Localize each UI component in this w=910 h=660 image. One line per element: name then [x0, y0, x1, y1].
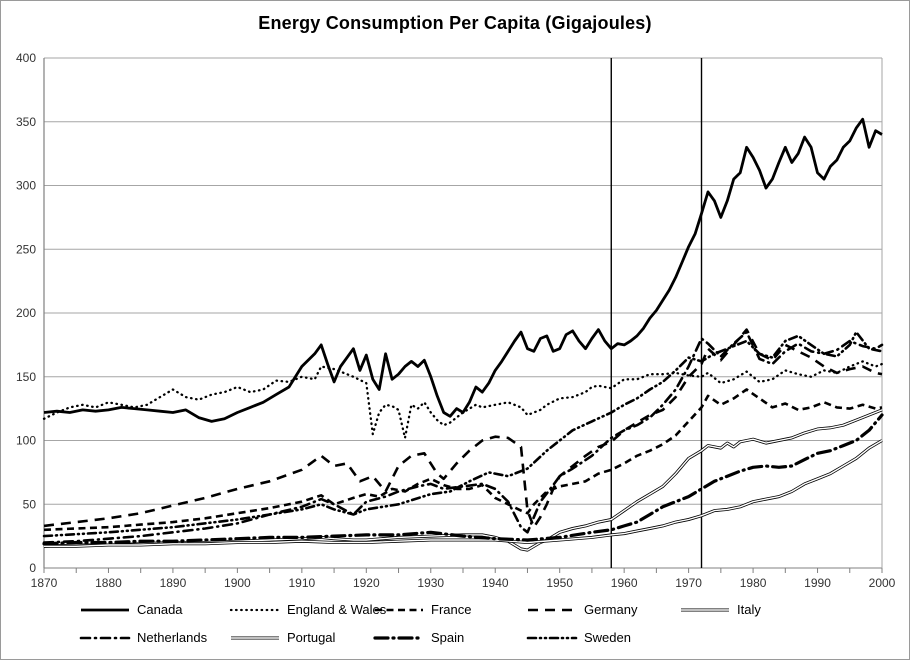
legend-label: Italy — [737, 602, 761, 617]
legend-swatch — [526, 636, 578, 639]
legend-label: Canada — [137, 602, 183, 617]
legend-item-sweden: Sweden — [526, 630, 631, 645]
series-line-italy — [43, 408, 883, 552]
y-axis-tick-label: 50 — [23, 497, 37, 511]
legend-item-italy: Italy — [679, 602, 761, 617]
series-line-canada — [43, 117, 883, 423]
series-line-england-wales — [42, 360, 884, 440]
legend-label: France — [431, 602, 472, 617]
legend-swatch — [375, 608, 423, 611]
y-axis-tick-label: 350 — [16, 115, 36, 129]
series-line-france — [43, 388, 883, 532]
x-axis-tick-label: 1930 — [417, 576, 444, 590]
x-axis-tick-label: 1890 — [160, 576, 187, 590]
y-axis-tick-label: 400 — [16, 51, 36, 65]
series-line-germany — [43, 328, 883, 529]
legend-item-france: France — [373, 602, 471, 617]
series-line-spain — [42, 413, 884, 546]
x-axis-tick-label: 1970 — [675, 576, 702, 590]
legend-swatch — [373, 635, 425, 640]
y-axis-tick-label: 0 — [29, 561, 36, 575]
legend-label: England & Wales — [287, 602, 387, 617]
chart-title: Energy Consumption Per Capita (Gigajoule… — [258, 13, 652, 33]
legend-label: Netherlands — [137, 630, 208, 645]
x-axis-tick-label: 1880 — [95, 576, 122, 590]
legend-swatch — [79, 636, 131, 639]
legend-label: Portugal — [287, 630, 336, 645]
x-axis-tick-label: 1940 — [482, 576, 509, 590]
legend-item-spain: Spain — [373, 630, 464, 645]
x-axis-tick-label: 1980 — [740, 576, 767, 590]
y-axis-tick-label: 150 — [16, 370, 36, 384]
legend-item-germany: Germany — [526, 602, 637, 617]
legend-label: Germany — [584, 602, 638, 617]
y-axis-tick-label: 100 — [16, 434, 36, 448]
legend-swatch — [681, 608, 729, 611]
x-axis-tick-label: 1900 — [224, 576, 251, 590]
y-axis-tick-label: 200 — [16, 306, 36, 320]
x-axis-tick-label: 1870 — [31, 576, 58, 590]
x-axis-tick-label: 1910 — [288, 576, 315, 590]
legend-swatch — [528, 608, 576, 611]
legend-label: Spain — [431, 630, 465, 645]
series-line-portugal-inner — [44, 439, 883, 547]
series-line-italy-inner — [43, 409, 883, 551]
x-axis-tick-label: 1920 — [353, 576, 380, 590]
series-line-netherlands — [42, 330, 884, 544]
y-axis-tick-label: 300 — [16, 179, 36, 193]
legend-swatch — [231, 636, 279, 639]
legend-item-england-wales: England & Wales — [229, 602, 386, 617]
legend-item-portugal: Portugal — [229, 630, 335, 645]
series-line-sweden — [42, 330, 884, 538]
legend-item-canada: Canada — [79, 602, 183, 617]
legend-label: Sweden — [584, 630, 631, 645]
legend-swatch — [229, 608, 281, 611]
y-axis-tick-label: 250 — [16, 242, 36, 256]
legend-swatch — [81, 608, 129, 611]
x-axis-tick-label: 1960 — [611, 576, 638, 590]
x-axis-tick-label: 1990 — [804, 576, 831, 590]
x-axis-tick-label: 2000 — [869, 576, 896, 590]
legend-item-netherlands: Netherlands — [79, 630, 207, 645]
x-axis-tick-label: 1950 — [546, 576, 573, 590]
